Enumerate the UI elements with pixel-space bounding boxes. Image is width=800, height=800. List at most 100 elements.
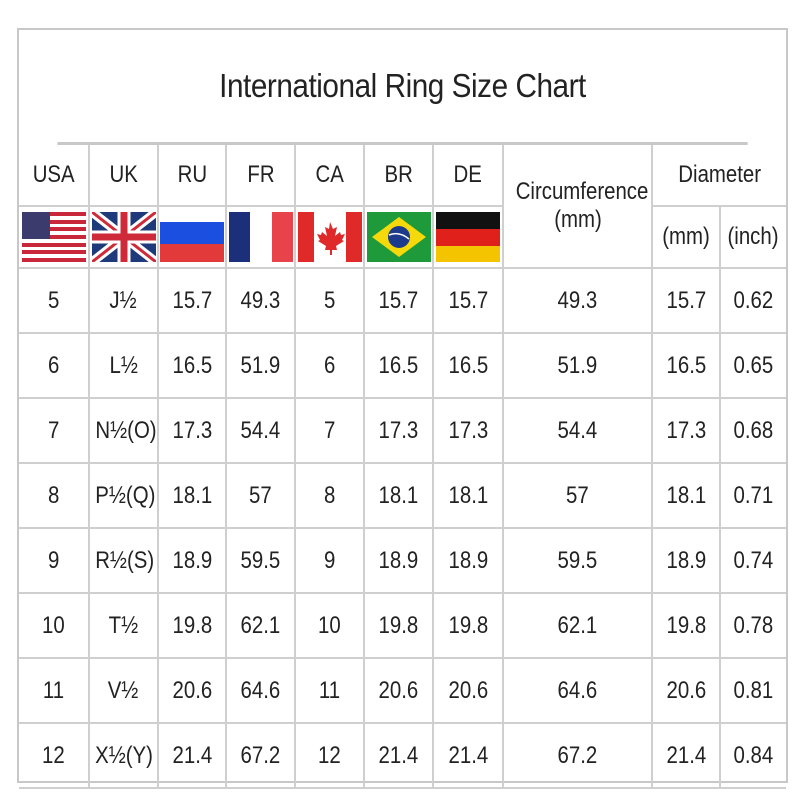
cell-uk: P½(Q) <box>88 462 159 529</box>
header-uk: UK <box>88 145 159 207</box>
cell-diameter-inch: 0.68 <box>719 397 786 464</box>
cell-usa: 12 <box>19 722 90 789</box>
cell-fr: 64.6 <box>225 657 296 724</box>
table-row: 12 X½(Y) 21.4 67.2 12 21.4 21.4 67.2 21.4 0.84 <box>19 722 786 789</box>
cell-uk: X½(Y) <box>88 722 159 789</box>
uk-flag-icon <box>88 205 159 269</box>
cell-diameter-inch: 0.74 <box>719 527 786 594</box>
cell-fr: 67.2 <box>225 722 296 789</box>
cell-diameter-inch: 0.65 <box>719 332 786 399</box>
france-flag-icon <box>225 205 296 269</box>
cell-ru: 18.9 <box>157 527 227 594</box>
cell-ca: 7 <box>294 397 365 464</box>
cell-de: 21.4 <box>432 722 504 789</box>
cell-usa: 8 <box>19 462 90 529</box>
cell-ru: 19.8 <box>157 592 227 659</box>
table-row: 10 T½ 19.8 62.1 10 19.8 19.8 62.1 19.8 0.78 <box>19 592 786 659</box>
ring-size-table: USA UK RU FR CA BR DE Circumference (mm) … <box>19 145 786 789</box>
cell-de: 18.9 <box>432 527 504 594</box>
cell-ca: 8 <box>294 462 365 529</box>
cell-de: 17.3 <box>432 397 504 464</box>
header-ru: RU <box>157 145 227 207</box>
cell-diameter-mm: 18.9 <box>651 527 721 594</box>
cell-ca: 9 <box>294 527 365 594</box>
cell-usa: 5 <box>19 268 90 334</box>
cell-circumference-mm: 59.5 <box>502 527 653 594</box>
cell-de: 15.7 <box>432 268 504 334</box>
header-de: DE <box>432 145 504 207</box>
cell-diameter-mm: 17.3 <box>651 397 721 464</box>
cell-fr: 57 <box>225 462 296 529</box>
cell-ca: 11 <box>294 657 365 724</box>
russia-flag-icon <box>157 205 227 269</box>
cell-circumference-mm: 51.9 <box>502 332 653 399</box>
cell-br: 18.1 <box>363 462 434 529</box>
cell-uk: L½ <box>88 332 159 399</box>
chart-title: International Ring Size Chart <box>57 30 748 145</box>
cell-ca: 6 <box>294 332 365 399</box>
header-fr: FR <box>225 145 296 207</box>
table-row: 9 R½(S) 18.9 59.5 9 18.9 18.9 59.5 18.9 0.74 <box>19 527 786 594</box>
cell-ru: 16.5 <box>157 332 227 399</box>
cell-diameter-mm: 20.6 <box>651 657 721 724</box>
cell-diameter-mm: 18.1 <box>651 462 721 529</box>
header-diameter: Diameter <box>651 145 786 207</box>
cell-circumference-mm: 62.1 <box>502 592 653 659</box>
cell-uk: R½(S) <box>88 527 159 594</box>
brazil-flag-icon <box>363 205 434 269</box>
cell-diameter-inch: 0.71 <box>719 462 786 529</box>
cell-de: 18.1 <box>432 462 504 529</box>
cell-circumference-mm: 64.6 <box>502 657 653 724</box>
cell-br: 20.6 <box>363 657 434 724</box>
cell-ca: 10 <box>294 592 365 659</box>
header-br: BR <box>363 145 434 207</box>
cell-uk: N½(O) <box>88 397 159 464</box>
cell-br: 17.3 <box>363 397 434 464</box>
table-row: 8 P½(Q) 18.1 57 8 18.1 18.1 57 18.1 0.71 <box>19 462 786 529</box>
cell-ca: 5 <box>294 268 365 334</box>
cell-ru: 17.3 <box>157 397 227 464</box>
cell-br: 21.4 <box>363 722 434 789</box>
cell-circumference-mm: 57 <box>502 462 653 529</box>
cell-usa: 7 <box>19 397 90 464</box>
table-row: 7 N½(O) 17.3 54.4 7 17.3 17.3 54.4 17.3 0.68 <box>19 397 786 464</box>
table-row: 5 J½ 15.7 49.3 5 15.7 15.7 49.3 15.7 0.62 <box>19 268 786 334</box>
cell-br: 18.9 <box>363 527 434 594</box>
cell-fr: 62.1 <box>225 592 296 659</box>
cell-uk: V½ <box>88 657 159 724</box>
cell-br: 16.5 <box>363 332 434 399</box>
canada-flag-icon <box>294 205 365 269</box>
cell-fr: 54.4 <box>225 397 296 464</box>
cell-de: 19.8 <box>432 592 504 659</box>
header-usa: USA <box>19 145 90 207</box>
cell-de: 16.5 <box>432 332 504 399</box>
cell-de: 20.6 <box>432 657 504 724</box>
cell-br: 15.7 <box>363 268 434 334</box>
header-ca: CA <box>294 145 365 207</box>
us-flag-icon <box>19 205 90 269</box>
header-diameter-mm: (mm) <box>651 205 721 269</box>
cell-uk: J½ <box>88 268 159 334</box>
cell-diameter-inch: 0.78 <box>719 592 786 659</box>
header-diameter-inch: (inch) <box>719 205 786 269</box>
cell-diameter-inch: 0.62 <box>719 268 786 334</box>
cell-ru: 18.1 <box>157 462 227 529</box>
cell-uk: T½ <box>88 592 159 659</box>
cell-circumference-mm: 54.4 <box>502 397 653 464</box>
cell-circumference-mm: 49.3 <box>502 268 653 334</box>
cell-ru: 15.7 <box>157 268 227 334</box>
cell-diameter-inch: 0.84 <box>719 722 786 789</box>
cell-usa: 9 <box>19 527 90 594</box>
cell-ca: 12 <box>294 722 365 789</box>
table-row: 11 V½ 20.6 64.6 11 20.6 20.6 64.6 20.6 0.81 <box>19 657 786 724</box>
germany-flag-icon <box>432 205 504 269</box>
cell-diameter-mm: 15.7 <box>651 268 721 334</box>
cell-usa: 11 <box>19 657 90 724</box>
cell-br: 19.8 <box>363 592 434 659</box>
ring-size-chart: International Ring Size Chart USA UK RU … <box>17 28 788 789</box>
cell-fr: 59.5 <box>225 527 296 594</box>
cell-diameter-mm: 19.8 <box>651 592 721 659</box>
cell-usa: 6 <box>19 332 90 399</box>
cell-fr: 49.3 <box>225 268 296 334</box>
table-row: 6 L½ 16.5 51.9 6 16.5 16.5 51.9 16.5 0.65 <box>19 332 786 399</box>
